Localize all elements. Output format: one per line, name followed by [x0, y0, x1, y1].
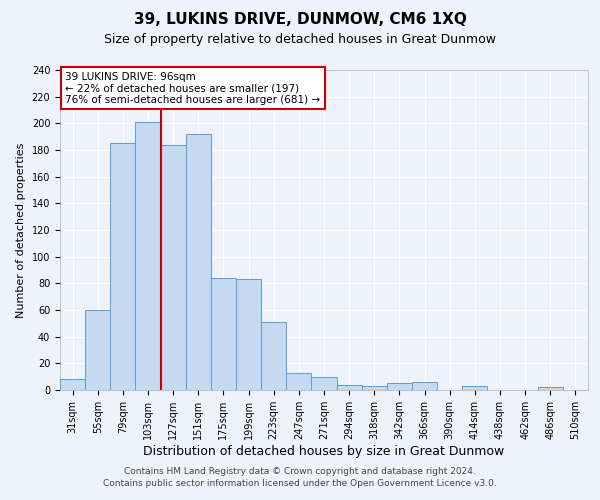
Text: 39, LUKINS DRIVE, DUNMOW, CM6 1XQ: 39, LUKINS DRIVE, DUNMOW, CM6 1XQ [134, 12, 466, 28]
Text: Size of property relative to detached houses in Great Dunmow: Size of property relative to detached ho… [104, 32, 496, 46]
Bar [538, 388, 563, 390]
Bar [311, 376, 337, 390]
Bar [412, 382, 437, 390]
Y-axis label: Number of detached properties: Number of detached properties [16, 142, 26, 318]
Bar [261, 322, 286, 390]
Bar [387, 384, 412, 390]
Bar [136, 122, 161, 390]
Bar [286, 372, 311, 390]
Bar [85, 310, 110, 390]
Bar [161, 144, 186, 390]
Bar [110, 144, 136, 390]
Bar [236, 280, 261, 390]
Bar [60, 380, 85, 390]
Text: 39 LUKINS DRIVE: 96sqm
← 22% of detached houses are smaller (197)
76% of semi-de: 39 LUKINS DRIVE: 96sqm ← 22% of detached… [65, 72, 320, 105]
Text: Contains HM Land Registry data © Crown copyright and database right 2024.
Contai: Contains HM Land Registry data © Crown c… [103, 466, 497, 487]
Bar [362, 386, 387, 390]
Bar [337, 384, 362, 390]
X-axis label: Distribution of detached houses by size in Great Dunmow: Distribution of detached houses by size … [143, 444, 505, 458]
Bar [211, 278, 236, 390]
Bar [462, 386, 487, 390]
Bar [186, 134, 211, 390]
